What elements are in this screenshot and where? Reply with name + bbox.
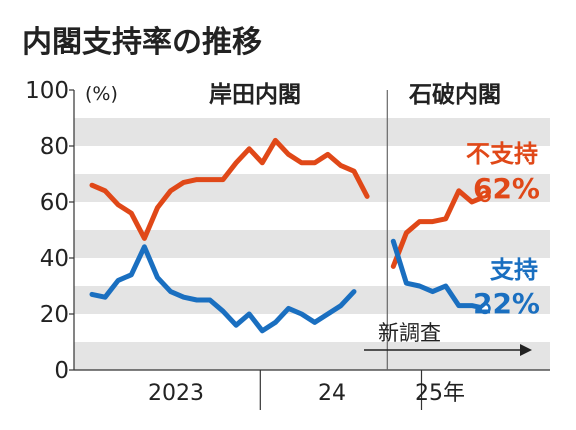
series-line-disapproval <box>89 137 370 241</box>
x-axis-labels: 2023 24 25年 <box>148 381 465 406</box>
series-line-support <box>390 238 488 311</box>
y-tick-label: 0 <box>54 358 69 384</box>
series-end-marker <box>479 302 491 315</box>
disapproval-value-label: 62% <box>473 172 540 205</box>
y-axis-ticks: 0 20 40 60 80 100 <box>25 78 69 384</box>
y-tick-label: 40 <box>40 246 69 272</box>
grid-band <box>74 174 550 202</box>
series-line-disapproval <box>390 188 488 269</box>
new-survey-label: 新調査 <box>378 321 441 345</box>
new-survey-annotation: 新調査 <box>364 321 532 356</box>
axes <box>69 89 550 410</box>
grid-band <box>74 286 550 314</box>
series-end-labels: 不支持 62% 支持 22% <box>466 140 540 320</box>
series-line-support <box>89 244 357 334</box>
period-label: 石破内閣 <box>408 81 501 108</box>
period-label: 岸田内閣 <box>209 82 301 108</box>
series-end-marker <box>479 190 491 203</box>
series-lines <box>89 137 491 334</box>
new-survey-arrow-head <box>520 344 532 356</box>
y-tick-label: 20 <box>40 302 69 328</box>
chart-title: 内閣支持率の推移 <box>22 25 262 60</box>
x-axis-label: 2023 <box>148 381 204 406</box>
grid-bands <box>74 118 550 370</box>
y-tick-label: 100 <box>25 78 69 104</box>
x-axis-label: 24 <box>318 381 346 406</box>
grid-band <box>74 342 550 370</box>
grid-band <box>74 118 550 146</box>
unit-label: (%) <box>85 83 118 105</box>
period-labels: 岸田内閣 石破内閣 <box>209 81 501 108</box>
disapproval-name-label: 不支持 <box>466 140 538 168</box>
support-value-label: 22% <box>473 287 540 320</box>
y-tick-label: 60 <box>40 190 69 216</box>
support-name-label: 支持 <box>490 256 538 284</box>
y-tick-label: 80 <box>40 134 69 160</box>
x-axis-label: 25年 <box>415 381 465 406</box>
grid-band <box>74 230 550 258</box>
